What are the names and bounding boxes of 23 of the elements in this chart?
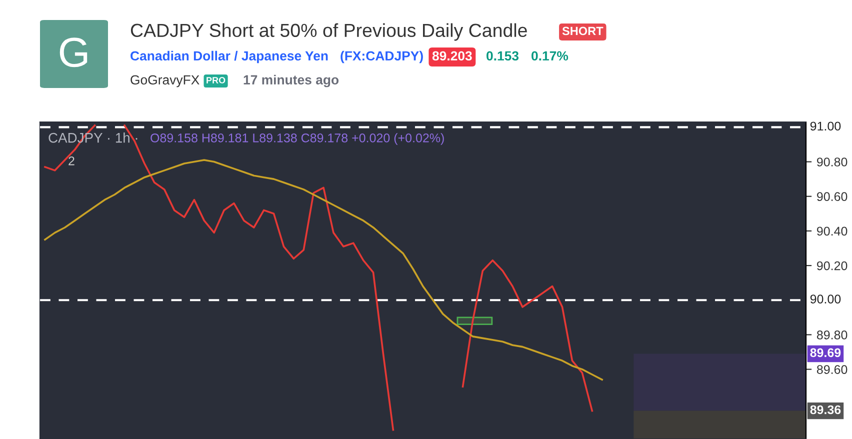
y-tick-label: 90.80: [817, 158, 848, 166]
text: G: [60, 38, 88, 68]
text: Canadian Dollar / Japanese Yen: [130, 50, 328, 64]
band-label: 89.69: [810, 348, 841, 358]
chart-title: CADJPY Short at 50% of Previous Daily Candle: [130, 23, 527, 41]
annotation: 2: [68, 156, 74, 166]
text: (FX:CADJPY): [340, 50, 423, 64]
text: GoGravyFX: [130, 75, 200, 88]
text: 0.17%: [532, 51, 568, 61]
y-tick-label: 90.60: [817, 192, 848, 202]
ref-line-label: 91.00: [810, 122, 841, 131]
text: 17 minutes ago: [244, 74, 339, 88]
y-tick-label: 90.40: [817, 226, 848, 236]
y-tick-label: 89.60: [816, 365, 848, 374]
y-tick-label: 90.20: [817, 261, 848, 270]
text: 89.203: [432, 51, 472, 61]
annotation: O89.158 H89.181 L89.138 C89.178 +0.020 (+0.02%): [150, 133, 444, 145]
band-label: 89.36: [810, 405, 841, 414]
text: PRO: [206, 77, 226, 84]
text: SHORT: [562, 26, 604, 36]
ref-line-label: 90.00: [810, 294, 841, 304]
y-tick-label: 89.80: [816, 330, 848, 340]
text: 0.153: [486, 51, 519, 61]
